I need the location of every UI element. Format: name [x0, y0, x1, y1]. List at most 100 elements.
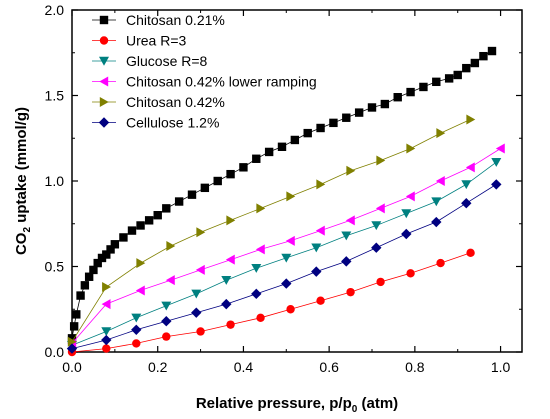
data-point: [101, 334, 112, 346]
data-point: [465, 162, 475, 173]
data-point: [161, 316, 172, 327]
data-point: [101, 327, 112, 337]
data-point: [345, 215, 355, 226]
data-point: [80, 281, 90, 290]
x-tick-label: 0.4: [234, 359, 254, 375]
data-point: [101, 299, 111, 310]
data-point: [226, 320, 235, 329]
legend-item: Chitosan 0.42% lower ramping: [92, 74, 317, 90]
y-axis-title-sub: 2: [22, 227, 33, 233]
y-tick-label: 0.0: [45, 344, 65, 360]
data-point: [470, 58, 480, 68]
data-point: [264, 147, 274, 157]
data-point: [281, 278, 292, 289]
data-point: [166, 240, 176, 251]
y-tick-label: 2.0: [45, 2, 65, 18]
x-tick-label: 0.8: [405, 359, 425, 375]
data-point: [316, 123, 325, 133]
data-point: [461, 198, 472, 209]
x-tick-label: 1.0: [491, 359, 511, 375]
data-point: [436, 128, 446, 139]
series-2: [67, 248, 475, 357]
data-point: [136, 221, 145, 230]
data-point: [131, 324, 142, 335]
legend-marker: [99, 97, 109, 107]
series-line: [71, 119, 471, 342]
data-point: [466, 248, 475, 258]
y-tick-label: 1.5: [45, 88, 65, 104]
data-point: [316, 296, 325, 305]
data-point: [161, 301, 172, 311]
x-axis-title-main: Relative pressure, p/p: [196, 395, 352, 412]
data-point: [380, 99, 390, 109]
data-point: [311, 243, 322, 253]
legend-item: Urea R=3: [92, 33, 187, 49]
data-point: [376, 277, 385, 287]
data-point: [131, 313, 142, 323]
y-axis-title: CO2 uptake (mmol/g): [13, 107, 33, 255]
legend-label: Chitosan 0.21%: [126, 12, 225, 28]
x-tick-label: 0.2: [148, 359, 168, 375]
data-point: [303, 128, 312, 138]
data-point: [466, 114, 476, 125]
series-line: [71, 252, 471, 353]
data-point: [444, 74, 454, 83]
data-point: [106, 245, 115, 254]
series-3: [67, 157, 502, 350]
data-point: [196, 327, 205, 336]
data-point: [405, 191, 415, 202]
data-point: [341, 256, 352, 267]
data-point: [200, 183, 210, 193]
legend-marker: [99, 56, 109, 66]
legend-label: Chitosan 0.42% lower ramping: [126, 74, 317, 90]
data-point: [102, 282, 111, 293]
data-point: [221, 298, 232, 310]
x-axis-title-suffix: (atm): [357, 395, 398, 412]
x-tick-label: 0.6: [319, 359, 339, 375]
legend-item: Glucose R=8: [92, 53, 208, 69]
legend-label: Urea R=3: [126, 33, 187, 49]
data-point: [251, 288, 262, 300]
data-point: [84, 272, 94, 281]
data-point: [341, 231, 352, 241]
series-5: [67, 114, 476, 347]
data-point: [461, 180, 472, 190]
data-point: [93, 258, 102, 268]
data-point: [226, 169, 235, 179]
data-point: [491, 157, 502, 167]
data-point: [162, 204, 171, 213]
data-point: [371, 242, 382, 253]
legend-item: Chitosan 0.42%: [92, 94, 225, 110]
data-point: [213, 176, 222, 186]
data-point: [226, 215, 236, 226]
x-axis-title: Relative pressure, p/p0 (atm): [196, 395, 398, 415]
data-point: [401, 228, 412, 240]
data-point: [453, 70, 462, 80]
y-tick-label: 0.5: [45, 259, 65, 275]
x-axis-ticks: 0.0 0.2 0.4 0.6 0.8 1.0: [62, 10, 511, 375]
data-point: [102, 344, 111, 353]
data-point: [479, 51, 488, 61]
data-point: [136, 258, 146, 269]
data-point: [375, 203, 385, 214]
data-point: [277, 142, 287, 151]
legend-item: Chitosan 0.21%: [92, 12, 225, 28]
data-point: [376, 155, 386, 166]
legend-marker: [98, 117, 110, 128]
data-point: [67, 336, 77, 347]
data-point: [187, 190, 197, 199]
data-point: [97, 253, 107, 263]
data-point: [286, 305, 295, 314]
data-point: [67, 334, 77, 343]
data-point: [329, 118, 338, 128]
data-point: [462, 63, 471, 73]
data-point: [195, 264, 205, 275]
data-point: [495, 143, 505, 154]
data-point: [354, 108, 364, 117]
legend-label: Cellulose 1.2%: [126, 115, 219, 131]
data-point: [165, 275, 175, 286]
data-point: [119, 233, 128, 242]
data-point: [256, 313, 265, 322]
data-point: [89, 265, 98, 275]
data-point: [316, 179, 326, 190]
